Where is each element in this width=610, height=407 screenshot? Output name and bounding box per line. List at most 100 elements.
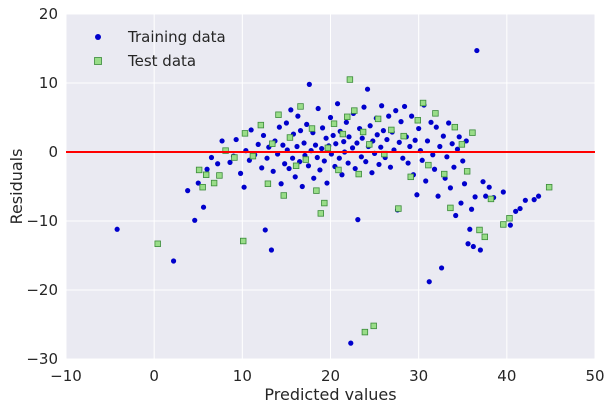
training-data-point — [237, 170, 244, 176]
training-data-point — [341, 139, 347, 145]
training-data-point — [369, 170, 375, 176]
training-data-point — [435, 193, 441, 199]
test-data-point — [222, 147, 229, 154]
test-data-point — [458, 141, 466, 148]
training-data-point — [447, 185, 454, 191]
training-data-point — [401, 103, 408, 110]
training-data-point — [467, 226, 473, 232]
training-data-point — [336, 155, 342, 161]
training-data-point — [352, 165, 358, 172]
training-data-point — [423, 178, 429, 184]
test-data-point — [395, 205, 402, 212]
training-data-point — [208, 154, 215, 161]
test-data-point — [302, 156, 310, 163]
training-data-point — [343, 119, 349, 125]
test-data-point — [313, 187, 320, 194]
training-data-point — [507, 222, 513, 228]
training-data-point — [286, 165, 292, 172]
training-data-point — [367, 123, 373, 129]
test-data-point — [280, 192, 287, 199]
training-data-point — [474, 47, 480, 54]
training-data-point — [333, 141, 339, 147]
test-data-point — [351, 107, 358, 114]
test-data-point — [344, 113, 351, 121]
training-data-point — [348, 340, 354, 346]
training-data-point — [314, 154, 320, 161]
training-data-point — [440, 133, 446, 139]
y-tick-label: 0 — [48, 143, 58, 161]
training-data-point — [500, 189, 506, 195]
test-data-point — [216, 172, 223, 179]
test-data-point — [361, 328, 369, 336]
training-data-point — [289, 155, 296, 161]
training-data-point — [384, 136, 390, 143]
training-data-point — [204, 166, 210, 172]
training-data-point — [170, 258, 177, 264]
test-data-point — [506, 215, 513, 222]
legend-label-training: Training data — [127, 28, 226, 46]
training-data-point — [400, 155, 406, 161]
training-data-point — [472, 194, 478, 200]
test-data-point — [366, 141, 373, 148]
training-data-point — [248, 127, 254, 133]
training-data-point — [393, 108, 399, 114]
training-data-point — [278, 181, 284, 187]
training-data-point — [364, 86, 371, 92]
training-data-point — [319, 125, 326, 131]
test-data-point — [308, 125, 316, 132]
training-data-point — [453, 212, 459, 219]
training-data-point — [282, 161, 288, 167]
test-data-point — [286, 134, 294, 141]
test-data-point — [231, 154, 238, 161]
test-data-point — [335, 166, 342, 174]
test-data-point — [441, 170, 448, 178]
training-data-point — [312, 142, 319, 148]
training-data-point — [486, 184, 492, 190]
training-data-point — [334, 101, 341, 107]
training-data-point — [295, 113, 301, 119]
test-data-point — [407, 173, 414, 181]
training-data-point — [431, 166, 438, 172]
test-data-point — [269, 140, 276, 147]
training-data-point — [477, 247, 483, 253]
training-data-point — [359, 135, 365, 141]
legend-label-test: Test data — [127, 52, 196, 70]
x-tick-label: −10 — [50, 367, 82, 385]
test-data-point — [388, 126, 395, 134]
training-data-point — [430, 152, 436, 158]
training-data-point — [299, 183, 305, 190]
x-axis-label: Predicted values — [264, 385, 396, 404]
training-data-point — [480, 179, 486, 185]
training-data-point — [294, 143, 300, 150]
training-data-point — [396, 139, 402, 145]
test-data-point — [374, 115, 382, 123]
training-data-point — [379, 103, 385, 109]
training-data-point — [376, 161, 382, 168]
test-data-point — [425, 161, 432, 169]
training-data-point — [444, 154, 450, 160]
training-data-point — [268, 247, 275, 253]
training-data-point — [454, 146, 461, 152]
test-data-point — [297, 103, 304, 110]
test-data-point — [447, 204, 454, 212]
training-data-point — [215, 161, 221, 167]
training-data-point — [380, 128, 386, 134]
training-data-point — [468, 206, 475, 212]
training-data-point — [345, 160, 351, 166]
training-data-point — [398, 119, 404, 125]
x-tick-label: 50 — [585, 367, 604, 385]
x-tick-label: 20 — [321, 367, 340, 385]
training-data-point — [354, 140, 360, 146]
x-tick-label: 40 — [497, 367, 516, 385]
training-data-point — [227, 159, 233, 165]
training-data-point — [219, 138, 225, 144]
training-data-point — [483, 193, 489, 199]
training-data-point — [283, 120, 290, 126]
test-data-point — [487, 195, 495, 203]
test-data-point — [370, 322, 377, 330]
test-data-point — [210, 179, 218, 187]
y-tick-label: 20 — [39, 5, 58, 23]
test-data-point — [257, 121, 265, 129]
test-data-point — [414, 117, 421, 124]
training-data-point — [330, 132, 336, 139]
